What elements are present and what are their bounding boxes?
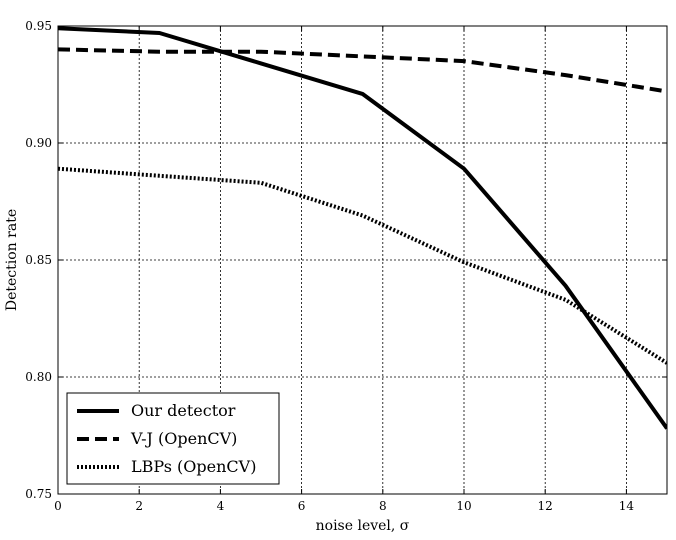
x-tick-label: 14 (619, 499, 635, 513)
legend-label: V-J (OpenCV) (130, 429, 237, 448)
y-tick-label: 0.75 (25, 487, 52, 501)
x-tick-label: 8 (379, 499, 387, 513)
x-tick-label: 0 (54, 499, 62, 513)
y-tick-label: 0.90 (25, 136, 52, 150)
series-lines (58, 26, 667, 430)
legend-label: Our detector (131, 401, 236, 420)
axis-ticks: 0 2 4 6 8 10 12 14 0.75 0.80 0.85 0.90 0.95 (25, 19, 667, 513)
x-tick-label: 2 (135, 499, 143, 513)
y-tick-label: 0.95 (25, 19, 52, 33)
legend: Our detector V-J (OpenCV) LBPs (OpenCV) (66, 392, 280, 485)
x-axis-label: noise level, σ (316, 518, 410, 534)
series-line-dotted (58, 166, 667, 365)
y-tick-label: 0.85 (25, 253, 52, 267)
y-tick-label: 0.80 (25, 370, 52, 384)
x-tick-label: 12 (538, 499, 553, 513)
x-tick-label: 4 (217, 499, 225, 513)
x-tick-label: 10 (456, 499, 471, 513)
grid (57, 26, 667, 494)
x-tick-label: 6 (298, 499, 306, 513)
legend-label: LBPs (OpenCV) (131, 457, 256, 476)
y-axis-label: Detection rate (4, 209, 20, 311)
series-line-dashed (58, 47, 667, 94)
series-line-solid (58, 26, 667, 430)
